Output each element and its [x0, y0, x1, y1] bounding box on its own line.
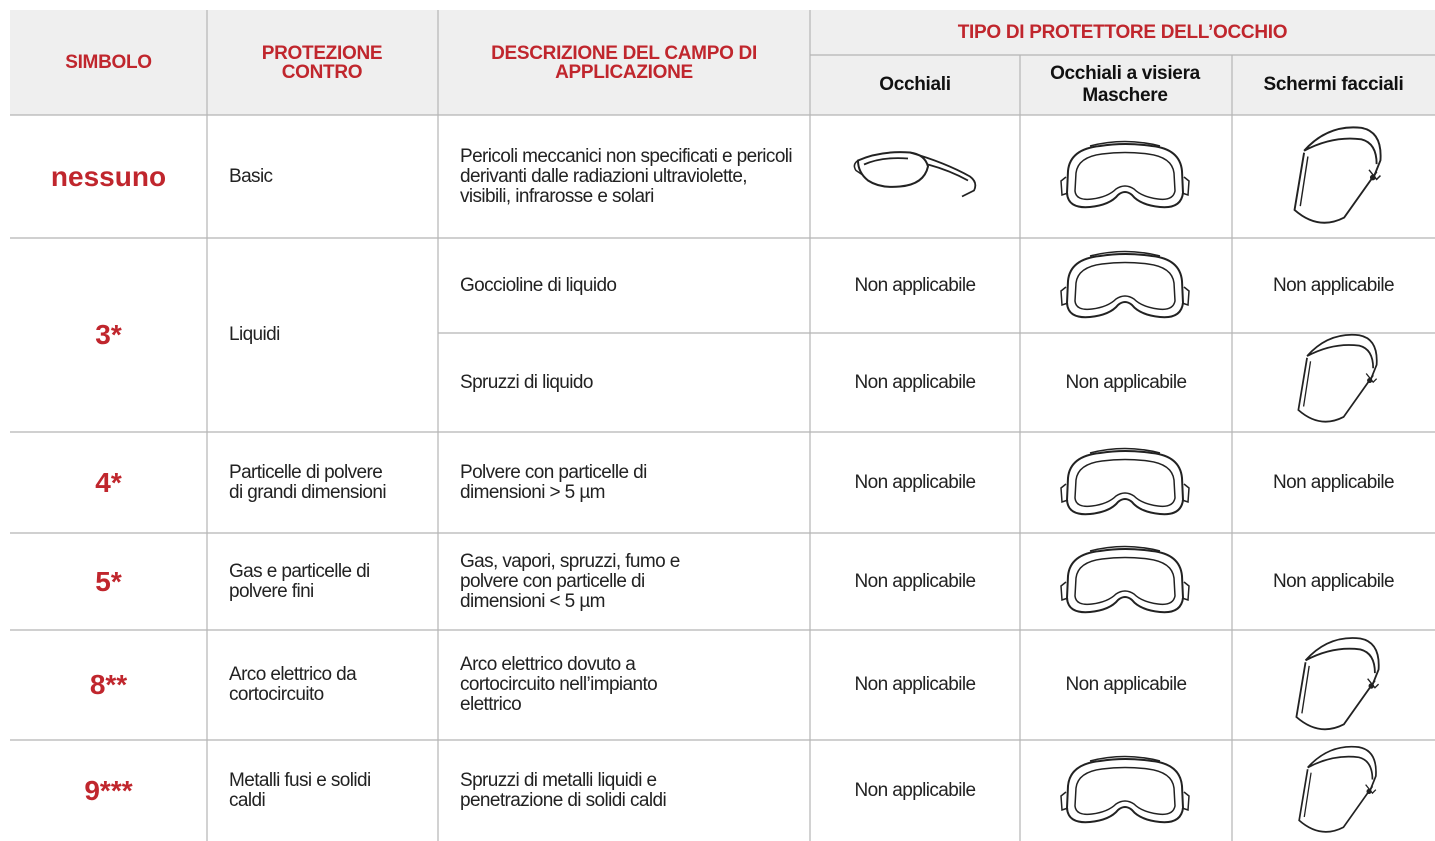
header-cell: Occhiali	[879, 74, 951, 95]
protection: Particelle di polvere di grandi dimensio…	[229, 461, 387, 503]
goggles-icon	[1060, 247, 1190, 327]
not-applicable: Non applicabile	[1273, 274, 1395, 296]
header-cell: Occhiali a visiera Maschere	[1050, 63, 1200, 106]
not-applicable: Non applicabile	[854, 371, 977, 393]
glasses-icon	[850, 138, 980, 213]
description: Spruzzi di metalli liquidi e penetrazion…	[460, 769, 667, 811]
protection: Arco elettrico da cortocircuito	[229, 664, 357, 705]
not-applicable: Non applicabile	[854, 779, 977, 801]
protection: Basic	[229, 165, 273, 187]
not-applicable: Non applicabile	[1273, 471, 1395, 493]
not-applicable: Non applicabile	[1065, 371, 1188, 393]
protection: Liquidi	[229, 324, 280, 345]
header-cell: SIMBOLO	[65, 51, 152, 73]
protection: Gas e particelle di polvere fini	[229, 560, 370, 602]
symbol: nessuno	[50, 160, 167, 192]
face-shield-icon	[1285, 330, 1390, 430]
protection: Metalli fusi e solidi caldi	[229, 769, 371, 811]
header-cell: PROTEZIONE CONTRO	[261, 42, 383, 83]
description: Arco elettrico dovuto a cortocircuito ne…	[460, 654, 658, 715]
description: Pericoli meccanici non specificati e per…	[460, 145, 793, 207]
symbol: 8**	[89, 669, 128, 700]
goggles-icon	[1060, 444, 1190, 524]
description: Spruzzi di liquido	[460, 371, 593, 393]
symbol: 3*	[95, 319, 122, 350]
header-cell: Schermi facciali	[1263, 74, 1404, 95]
goggles-icon	[1060, 752, 1190, 832]
not-applicable: Non applicabile	[854, 471, 977, 493]
not-applicable: Non applicabile	[854, 274, 977, 296]
header-cell: DESCRIZIONE DEL CAMPO DI APPLICAZIONE	[491, 42, 757, 83]
description: Polvere con particelle di dimensioni > 5…	[460, 461, 647, 503]
header-background	[10, 10, 1435, 115]
header-cell: TIPO DI PROTETTORE DELL’OCCHIO	[957, 21, 1288, 43]
face-shield-icon	[1285, 122, 1390, 232]
not-applicable: Non applicabile	[854, 674, 977, 695]
not-applicable: Non applicabile	[854, 570, 977, 592]
not-applicable: Non applicabile	[1273, 570, 1395, 592]
face-shield-icon	[1285, 742, 1390, 840]
symbol: 9***	[84, 774, 133, 806]
description: Goccioline di liquido	[460, 274, 617, 296]
goggles-icon	[1060, 542, 1190, 622]
face-shield-icon	[1285, 633, 1390, 738]
description: Gas, vapori, spruzzi, fumo e polvere con…	[460, 550, 680, 612]
symbol: 4*	[95, 466, 122, 498]
symbol: 5*	[95, 565, 122, 597]
goggles-icon	[1060, 137, 1190, 217]
not-applicable: Non applicabile	[1065, 674, 1188, 695]
